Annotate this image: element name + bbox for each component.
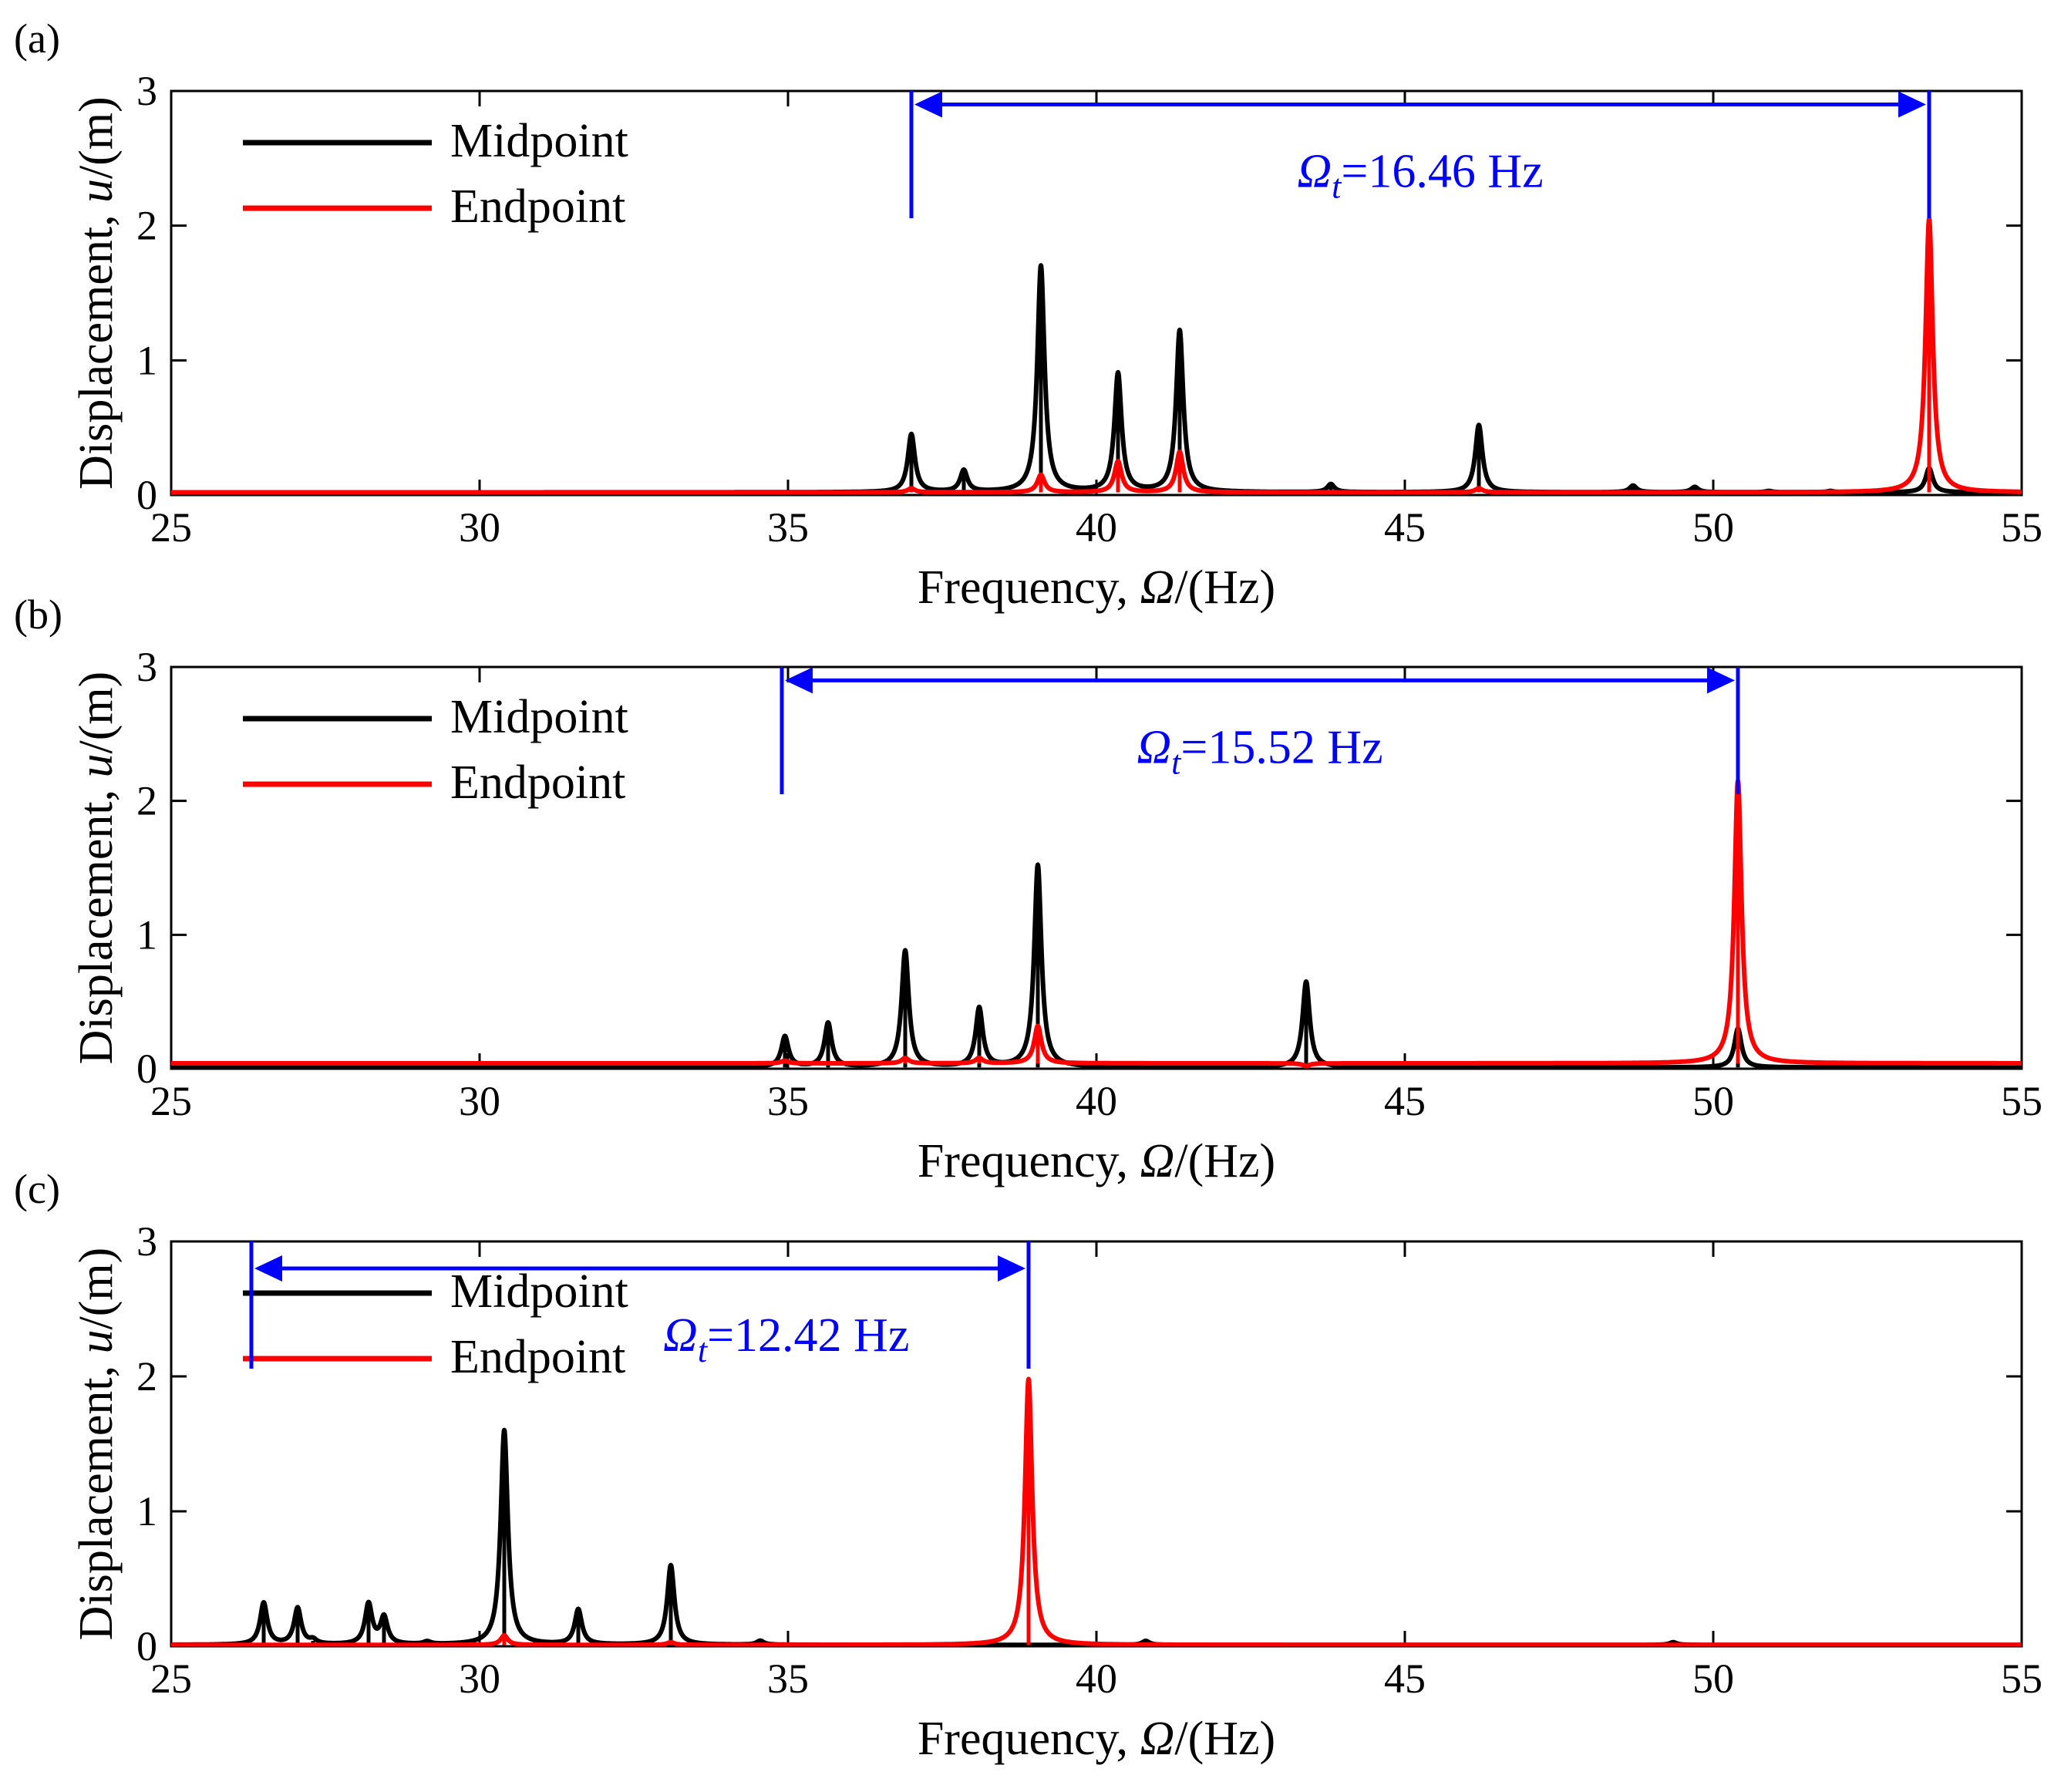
x-tick-label: 40	[1076, 1656, 1117, 1702]
bandwidth-label: Ωt=12.42 Hz	[663, 1309, 909, 1369]
y-tick-label: 3	[136, 1218, 157, 1265]
panel-label: (c)	[14, 1166, 60, 1212]
y-tick-label: 2	[136, 1353, 157, 1400]
arrowhead-left	[254, 1255, 282, 1282]
y-tick-label: 0	[136, 1623, 157, 1669]
y-tick-label: 0	[136, 1046, 157, 1092]
y-tick-label: 2	[136, 778, 157, 824]
bandwidth-label: Ωt=15.52 Hz	[1137, 721, 1382, 781]
x-tick-label: 45	[1384, 1078, 1426, 1124]
x-tick-label: 55	[2001, 1078, 2042, 1124]
legend-label-endpoint: Endpoint	[450, 180, 625, 233]
legend-label-endpoint: Endpoint	[450, 756, 625, 809]
bandwidth-label: Ωt=16.46 Hz	[1297, 145, 1543, 205]
y-axis-label: Displacement, u/(m)	[70, 1248, 123, 1641]
series-line-midpoint	[171, 263, 2022, 495]
x-tick-label: 30	[459, 1078, 500, 1124]
y-tick-label: 1	[136, 1488, 157, 1534]
x-tick-label: 50	[1692, 1078, 1734, 1124]
x-tick-label: 55	[2001, 1656, 2042, 1702]
x-tick-label: 30	[459, 504, 500, 551]
axes-frame	[170, 665, 2023, 1070]
y-tick-label: 3	[136, 644, 157, 690]
legend-label-midpoint: Midpoint	[450, 1265, 628, 1318]
x-tick-label: 50	[1692, 1656, 1734, 1702]
y-tick-label: 2	[136, 203, 157, 249]
x-tick-label: 45	[1384, 1656, 1426, 1702]
x-tick-label: 55	[2001, 504, 2042, 551]
arrowhead-right	[1707, 667, 1735, 694]
x-axis-label: Frequency, Ω/(Hz)	[918, 1713, 1275, 1765]
panel-0: (a) 25 30 35 40 45 50 55 0 1 2 3 Frequency, Ω/(Hz) Di…	[14, 15, 2042, 614]
y-axis-label: Displacement, u/(m)	[70, 96, 123, 490]
x-axis-label: Frequency, Ω/(Hz)	[918, 1135, 1275, 1187]
x-tick-label: 25	[150, 504, 192, 551]
x-axis-label: Frequency, Ω/(Hz)	[918, 561, 1275, 614]
legend-label-midpoint: Midpoint	[450, 691, 628, 743]
x-tick-label: 35	[767, 1656, 809, 1702]
axes-frame	[170, 1240, 2023, 1648]
axes-frame	[170, 89, 2023, 497]
bandwidth-annotation: Ωt=12.42 Hz	[249, 1241, 1031, 1369]
arrowhead-left	[914, 91, 942, 118]
series-line-endpoint	[171, 216, 2022, 495]
legend-label-midpoint: Midpoint	[450, 115, 628, 167]
series-line-midpoint	[171, 1427, 2022, 1646]
x-tick-label: 25	[150, 1656, 192, 1702]
arrowhead-left	[785, 667, 813, 694]
series-line-endpoint	[171, 1376, 2022, 1646]
x-tick-label: 45	[1384, 504, 1426, 551]
bandwidth-annotation: Ωt=16.46 Hz	[909, 91, 1931, 218]
series-line-midpoint	[171, 862, 2022, 1069]
y-axis-label: Displacement, u/(m)	[70, 672, 123, 1065]
panel-2: (c) 25 30 35 40 45 50 55 0 1 2 3 Frequency, Ω/(Hz) Di…	[14, 1166, 2042, 1765]
panel-label: (b)	[14, 591, 62, 638]
series-line-endpoint	[171, 778, 2022, 1069]
x-tick-label: 25	[150, 1078, 192, 1124]
panel-1: (b) 25 30 35 40 45 50 55 0 1 2 3 Frequency, Ω/(Hz) Di…	[14, 591, 2042, 1187]
y-tick-label: 1	[136, 911, 157, 958]
x-tick-label: 40	[1076, 1078, 1117, 1124]
arrowhead-right	[998, 1255, 1025, 1282]
x-tick-label: 35	[767, 1078, 809, 1124]
x-tick-label: 30	[459, 1656, 500, 1702]
x-tick-label: 40	[1076, 504, 1117, 551]
y-tick-label: 0	[136, 472, 157, 518]
y-tick-label: 1	[136, 337, 157, 383]
arrowhead-right	[1898, 91, 1926, 118]
panel-label: (a)	[14, 15, 60, 62]
bandwidth-annotation: Ωt=15.52 Hz	[780, 667, 1740, 794]
x-tick-label: 50	[1692, 504, 1734, 551]
y-tick-label: 3	[136, 68, 157, 114]
x-tick-label: 35	[767, 504, 809, 551]
legend-label-endpoint: Endpoint	[450, 1331, 625, 1383]
